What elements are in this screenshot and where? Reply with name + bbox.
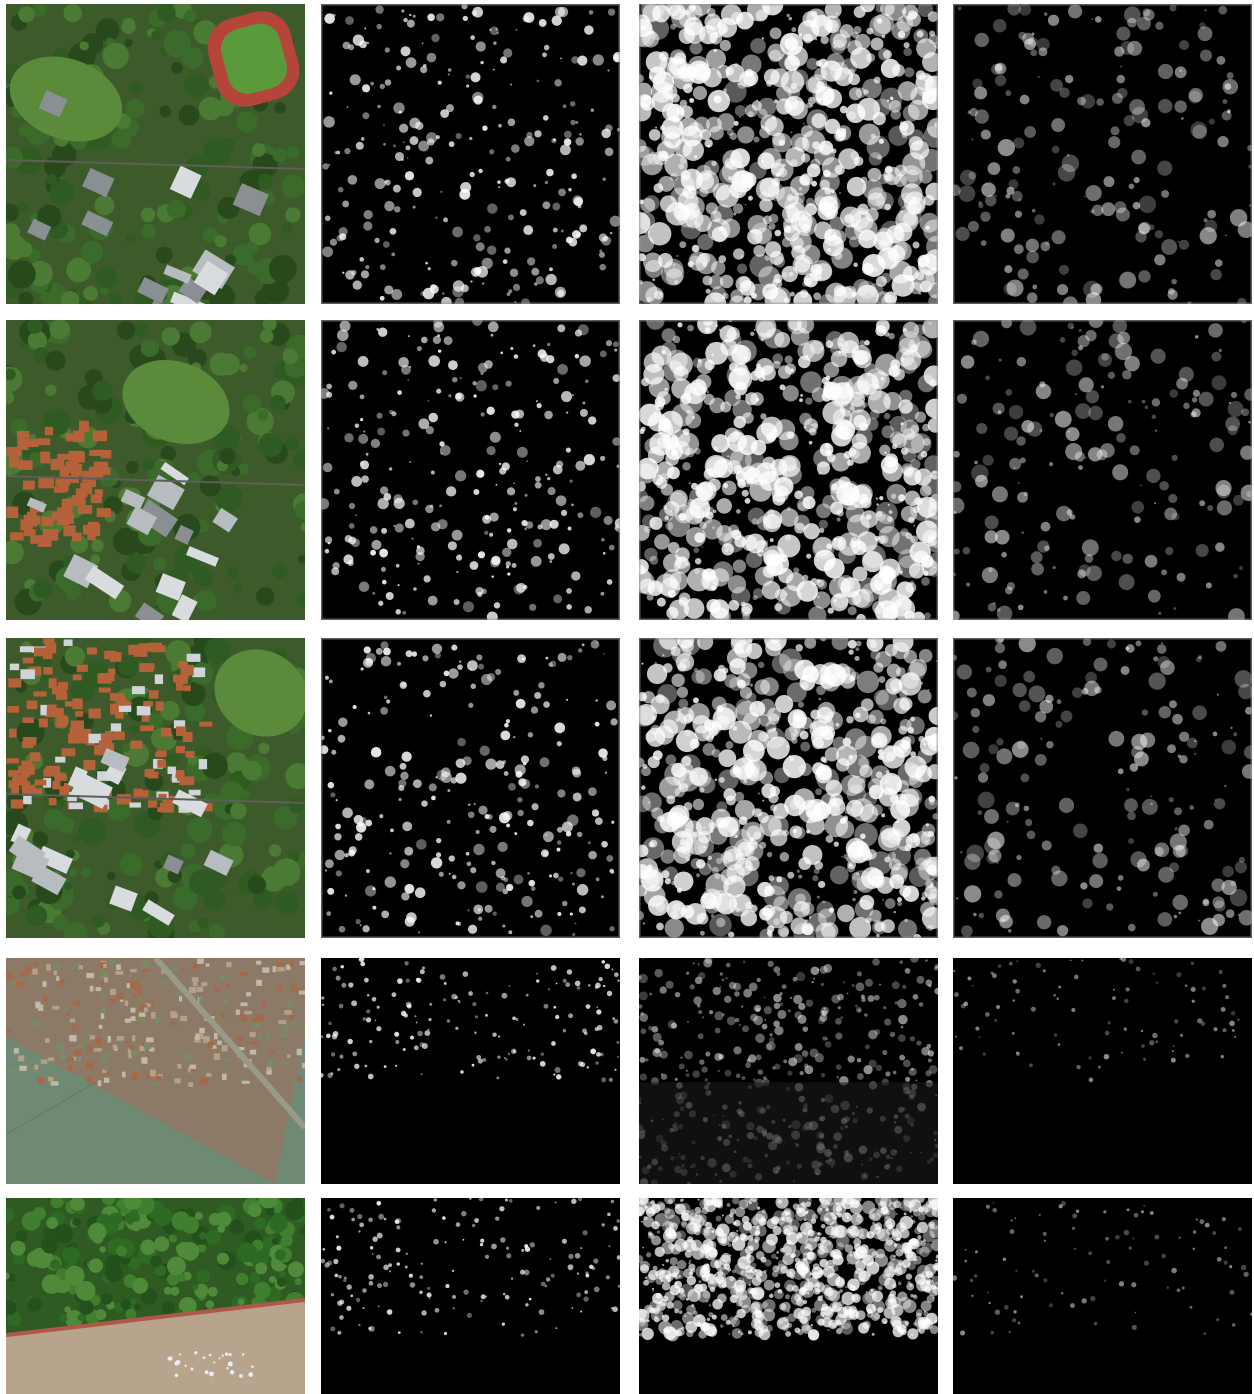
panel-aerial-residential-block-map-a — [321, 638, 620, 938]
panel-aerial-residential-block-map-b — [639, 638, 938, 938]
panel-aerial-campus-track-map-b — [639, 4, 938, 304]
panel-aerial-campus-field-houses-map-b — [639, 320, 938, 620]
map-b-image — [639, 958, 938, 1184]
panel-aerial-campus-track-map-a — [321, 4, 620, 304]
map-c-image — [953, 638, 1252, 938]
map-a-image — [321, 320, 620, 620]
panel-aerial-campus-field-houses-map-a — [321, 320, 620, 620]
panel-aerial-forest-edge-map-b — [639, 1198, 938, 1394]
map-b-image — [639, 4, 938, 304]
map-a-image — [321, 1198, 620, 1394]
panel-aerial-town-fields-map-c — [953, 958, 1252, 1184]
rgb-photo-image — [6, 320, 305, 620]
map-a-image — [321, 4, 620, 304]
panel-aerial-residential-block-map-c — [953, 638, 1252, 938]
panel-aerial-town-fields-map-b — [639, 958, 938, 1184]
rgb-photo-image — [6, 638, 305, 938]
map-c-image — [953, 320, 1252, 620]
rgb-photo-image — [6, 958, 305, 1184]
rgb-photo-image — [6, 1198, 305, 1394]
panel-aerial-forest-edge-rgb-photo — [6, 1198, 305, 1394]
map-b-image — [639, 1198, 938, 1394]
map-c-image — [953, 4, 1252, 304]
panel-aerial-forest-edge-map-a — [321, 1198, 620, 1394]
map-c-image — [953, 958, 1252, 1184]
panel-aerial-forest-edge-map-c — [953, 1198, 1252, 1394]
panel-aerial-campus-track-map-c — [953, 4, 1252, 304]
panel-aerial-town-fields-rgb-photo — [6, 958, 305, 1184]
map-a-image — [321, 638, 620, 938]
panel-aerial-residential-block-rgb-photo — [6, 638, 305, 938]
panel-aerial-campus-field-houses-map-c — [953, 320, 1252, 620]
rgb-photo-image — [6, 4, 305, 304]
map-b-image — [639, 638, 938, 938]
panel-aerial-town-fields-map-a — [321, 958, 620, 1184]
map-b-image — [639, 320, 938, 620]
panel-aerial-campus-field-houses-rgb-photo — [6, 320, 305, 620]
map-a-image — [321, 958, 620, 1184]
panel-aerial-campus-track-rgb-photo — [6, 4, 305, 304]
map-c-image — [953, 1198, 1252, 1394]
